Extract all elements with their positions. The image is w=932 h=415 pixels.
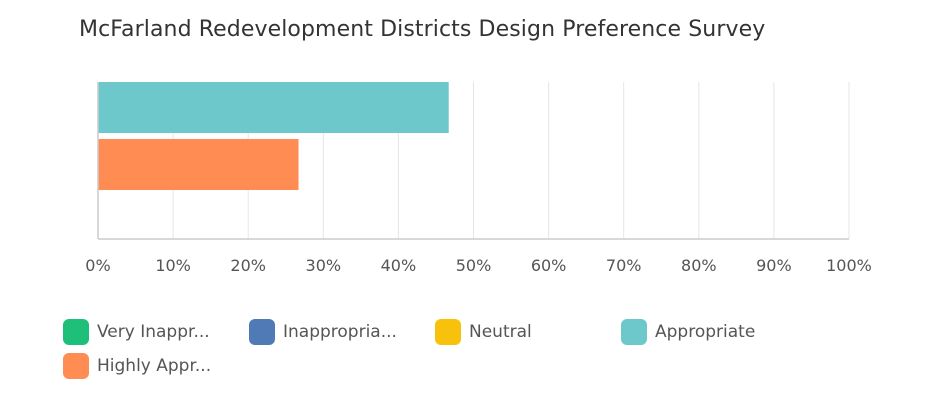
bar-highly-appr[interactable] xyxy=(98,139,299,190)
x-tick-label: 90% xyxy=(756,256,792,275)
x-tick-labels: 0% 10% 20% 30% 40% 50% 60% 70% 80% 90% 100% xyxy=(85,256,872,275)
x-tick-label: 80% xyxy=(681,256,717,275)
bars xyxy=(98,82,449,190)
legend-swatch xyxy=(435,319,461,345)
legend-label: Appropriate xyxy=(655,322,756,342)
axes xyxy=(97,82,849,240)
legend-item-very-inappropriate[interactable]: Very Inappr... xyxy=(63,318,210,346)
legend-item-neutral[interactable]: Neutral xyxy=(435,318,532,346)
x-tick-label: 10% xyxy=(155,256,191,275)
x-tick-label: 60% xyxy=(531,256,567,275)
x-tick-label: 50% xyxy=(456,256,492,275)
legend-item-appropriate[interactable]: Appropriate xyxy=(621,318,755,346)
legend-swatch xyxy=(63,353,89,379)
x-tick-label: 70% xyxy=(606,256,642,275)
legend-swatch xyxy=(621,319,647,345)
x-tick-label: 0% xyxy=(85,256,110,275)
legend-label: Neutral xyxy=(469,322,532,342)
legend-label: Highly Appr... xyxy=(97,356,212,376)
legend-swatch xyxy=(63,319,89,345)
bar-appropriate[interactable] xyxy=(98,82,449,133)
x-tick-label: 100% xyxy=(826,256,872,275)
chart-title: McFarland Redevelopment Districts Design… xyxy=(79,17,766,42)
legend-item-highly-appropriate[interactable]: Highly Appr... xyxy=(63,352,211,380)
x-tick-label: 40% xyxy=(381,256,417,275)
legend-label: Inappropria... xyxy=(283,322,397,342)
legend-label: Very Inappr... xyxy=(97,322,210,342)
bar-chart: 0% 10% 20% 30% 40% 50% 60% 70% 80% 90% 100% xyxy=(85,82,872,275)
x-tick-label: 30% xyxy=(306,256,342,275)
x-tick-label: 20% xyxy=(230,256,266,275)
legend-swatch xyxy=(249,319,275,345)
legend-item-inappropriate[interactable]: Inappropria... xyxy=(249,318,397,346)
